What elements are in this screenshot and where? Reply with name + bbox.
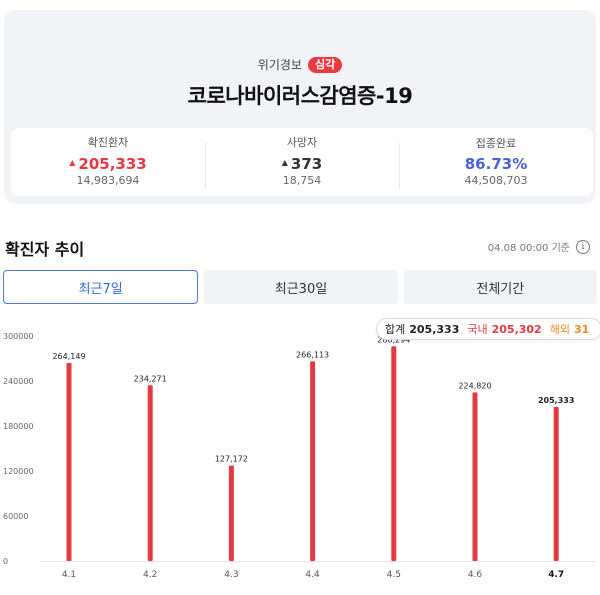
alert-label: 위기경보 <box>257 58 302 72</box>
data-label: 205,333 <box>538 396 574 405</box>
tooltip-total-value: 205,333 <box>409 322 460 336</box>
confirmed-trend-chart: 0 60000 120000 180000 240000 300000 264,149 4.1… <box>3 332 596 580</box>
x-tick-label: 4.6 <box>468 570 483 580</box>
data-label: 266,113 <box>296 350 329 359</box>
period-tabs: 최근7일 최근30일 전체기간 <box>3 270 597 304</box>
tooltip-domestic-value: 205,302 <box>491 322 542 336</box>
up-triangle-icon: ▲ <box>69 158 76 167</box>
basis-time-row: 04.08 00:00 기준 i <box>488 239 590 254</box>
stats-summary: 확진환자 ▲ 205,333 14,983,694 사망자 ▲ 373 18,754… <box>11 128 593 196</box>
bar <box>391 346 397 561</box>
y-tick-label: 60000 <box>3 512 28 521</box>
chart-tooltip: 합계 205,333 국내 205,302 해외 31 <box>376 318 600 340</box>
tooltip-domestic-label: 국내 <box>467 323 488 336</box>
basis-time: 04.08 00:00 기준 <box>487 243 570 254</box>
stat-confirmed-total: 14,983,694 <box>76 174 140 187</box>
tab-recent-30-days[interactable]: 최근30일 <box>204 270 398 304</box>
alert-level-badge: 심각 <box>307 56 343 73</box>
alert-level-row: 위기경보 심각 <box>4 56 596 73</box>
y-tick-label: 240000 <box>3 377 34 386</box>
stat-deaths: 사망자 ▲ 373 18,754 <box>205 136 399 188</box>
y-tick-label: 180000 <box>3 422 34 431</box>
x-tick-label: 4.3 <box>224 570 238 580</box>
stat-vaccinated: 접종완료 86.73% 44,508,703 <box>399 136 593 189</box>
stat-confirmed: 확진환자 ▲ 205,333 14,983,694 <box>11 136 205 188</box>
tooltip-overseas-value: 31 <box>573 322 590 336</box>
bar <box>472 392 478 561</box>
stat-deaths-value: 373 <box>290 155 323 173</box>
bar <box>147 385 153 561</box>
stat-confirmed-label: 확진환자 <box>87 136 129 149</box>
tooltip-overseas-label: 해외 <box>549 323 570 336</box>
bar <box>553 407 559 561</box>
data-label: 127,172 <box>215 455 248 464</box>
section-title: 확진자 추이 <box>5 240 85 259</box>
bar <box>228 465 234 561</box>
y-tick-label: 120000 <box>3 467 34 476</box>
stat-deaths-value-row: ▲ 373 <box>205 154 399 173</box>
data-label: 234,271 <box>134 374 167 383</box>
tab-recent-7-days[interactable]: 최근7일 <box>3 270 199 304</box>
data-label: 264,149 <box>52 352 85 361</box>
x-tick-label: 4.5 <box>387 570 401 580</box>
stat-deaths-label: 사망자 <box>286 136 318 149</box>
tab-all-period[interactable]: 전체기간 <box>403 270 597 304</box>
info-icon[interactable]: i <box>576 239 590 254</box>
x-tick-label: 4.1 <box>62 570 76 580</box>
stat-vaccinated-value: 86.73% <box>464 154 528 173</box>
data-label: 224,820 <box>458 381 491 390</box>
tooltip-total-label: 합계 <box>385 323 406 336</box>
up-triangle-icon: ▲ <box>281 158 288 167</box>
x-tick-label: 4.4 <box>305 570 320 580</box>
bar <box>66 362 72 561</box>
bar <box>310 361 316 561</box>
stat-vaccinated-label: 접종완료 <box>475 136 517 150</box>
x-tick-label: 4.2 <box>143 570 157 580</box>
stat-confirmed-value: 205,333 <box>78 155 147 173</box>
y-tick-label: 0 <box>3 557 8 566</box>
stat-deaths-total: 18,754 <box>282 174 322 187</box>
x-tick-label: 4.7 <box>548 570 564 580</box>
y-tick-label: 300000 <box>3 332 34 341</box>
stat-confirmed-value-row: ▲ 205,333 <box>11 154 205 173</box>
disease-title: 코로나바이러스감염증-19 <box>187 84 413 108</box>
stat-vaccinated-total: 44,508,703 <box>464 173 528 187</box>
